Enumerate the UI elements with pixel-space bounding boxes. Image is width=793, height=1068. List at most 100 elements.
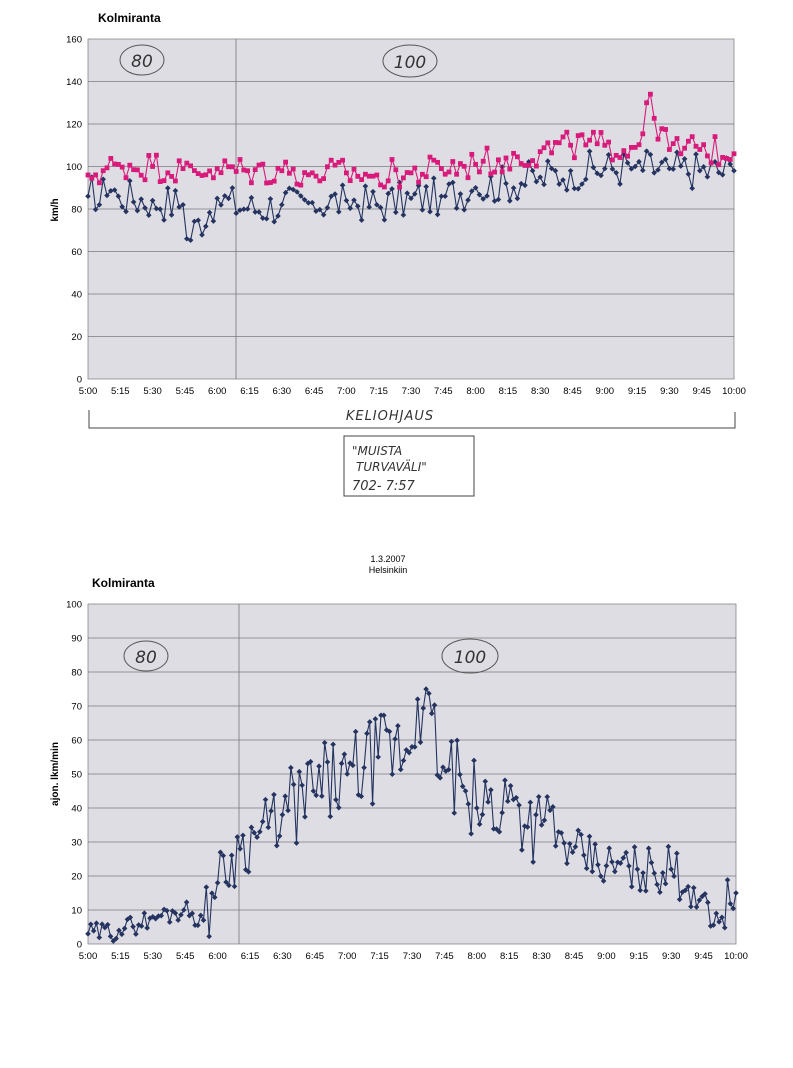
- data-point: [138, 923, 145, 929]
- data-point: [290, 166, 296, 172]
- data-point: [560, 177, 566, 183]
- data-point: [510, 185, 517, 191]
- data-point: [264, 180, 269, 186]
- data-point: [524, 824, 531, 830]
- x-tick-label: 5:45: [176, 386, 195, 397]
- data-point: [522, 182, 528, 189]
- data-point: [333, 796, 339, 803]
- data-point: [465, 197, 471, 203]
- data-point: [412, 165, 418, 171]
- data-point: [440, 764, 446, 770]
- speed-x-tick-labels: 5:00 5:15 5:30 5:45 6:00 6:15 6:30 6:45 7:00 7:15…: [79, 386, 746, 397]
- data-point: [328, 193, 334, 200]
- data-point: [268, 180, 273, 185]
- data-point: [175, 917, 181, 923]
- data-point: [477, 169, 482, 175]
- data-point: [252, 167, 258, 173]
- data-point: [341, 751, 348, 758]
- data-point: [733, 890, 739, 896]
- data-point: [419, 207, 426, 213]
- data-point: [662, 880, 669, 887]
- data-point: [643, 888, 649, 894]
- data-point: [366, 173, 372, 179]
- data-point: [572, 155, 577, 161]
- data-point: [592, 841, 598, 847]
- data-point: [473, 161, 478, 167]
- data-point: [195, 922, 201, 929]
- data-point: [443, 768, 449, 774]
- x-tick-label: 9:45: [694, 951, 713, 962]
- data-point: [705, 153, 710, 159]
- data-point: [445, 766, 452, 773]
- y-tick-label: 40: [71, 804, 82, 815]
- data-point: [282, 793, 289, 799]
- data-point: [183, 899, 190, 906]
- data-point: [320, 212, 327, 218]
- data-point: [428, 710, 435, 717]
- x-tick-label: 6:30: [273, 951, 292, 962]
- data-point: [412, 744, 418, 750]
- data-point: [643, 148, 650, 154]
- y-tick-label: 80: [71, 205, 82, 216]
- data-point: [427, 208, 433, 215]
- data-point: [518, 161, 524, 166]
- data-point: [404, 190, 410, 196]
- data-point: [344, 771, 350, 777]
- data-point: [355, 203, 361, 209]
- data-point: [507, 783, 514, 789]
- data-point: [558, 830, 565, 836]
- data-point: [579, 181, 585, 187]
- data-point: [427, 154, 433, 160]
- volume-chart-title: Kolmiranta: [92, 576, 155, 590]
- data-point: [488, 787, 494, 793]
- data-point: [97, 180, 102, 186]
- data-point: [296, 768, 303, 775]
- data-point: [472, 184, 479, 191]
- data-point: [598, 130, 604, 135]
- data-point: [108, 188, 114, 194]
- data-point: [606, 139, 611, 145]
- data-point: [640, 131, 646, 137]
- data-point: [628, 883, 635, 890]
- data-point: [626, 863, 632, 869]
- data-point: [330, 741, 336, 748]
- data-point: [504, 798, 511, 804]
- x-tick-label: 7:30: [403, 951, 422, 962]
- data-point: [252, 209, 258, 215]
- data-point: [550, 804, 556, 810]
- data-point: [688, 903, 694, 910]
- data-point: [417, 739, 424, 746]
- data-point: [218, 202, 224, 208]
- x-tick-label: 8:30: [531, 386, 550, 397]
- chart-direction: Helsinkiin: [369, 565, 408, 575]
- data-point: [169, 174, 174, 179]
- data-point: [485, 799, 491, 805]
- data-point: [602, 165, 608, 172]
- data-point: [256, 209, 262, 215]
- data-point: [431, 157, 437, 163]
- data-point: [451, 810, 458, 816]
- data-point: [168, 212, 175, 218]
- data-point: [597, 873, 604, 879]
- data-point: [382, 184, 387, 190]
- data-point: [704, 174, 711, 180]
- data-point: [99, 921, 105, 927]
- data-point: [609, 859, 615, 865]
- data-point: [351, 166, 357, 172]
- data-point: [676, 896, 683, 903]
- data-point: [730, 905, 736, 912]
- data-point: [404, 170, 410, 175]
- data-point: [309, 170, 315, 176]
- data-point: [522, 163, 528, 168]
- data-point: [636, 158, 642, 165]
- data-point: [127, 162, 133, 168]
- volume-limit-100-text: 100: [454, 648, 486, 668]
- data-point: [689, 134, 695, 140]
- y-tick-label: 20: [71, 872, 82, 883]
- data-point: [381, 712, 387, 719]
- data-point: [392, 736, 398, 742]
- data-point: [529, 167, 536, 174]
- data-point: [545, 140, 551, 146]
- data-point: [385, 190, 391, 197]
- data-point: [93, 920, 100, 927]
